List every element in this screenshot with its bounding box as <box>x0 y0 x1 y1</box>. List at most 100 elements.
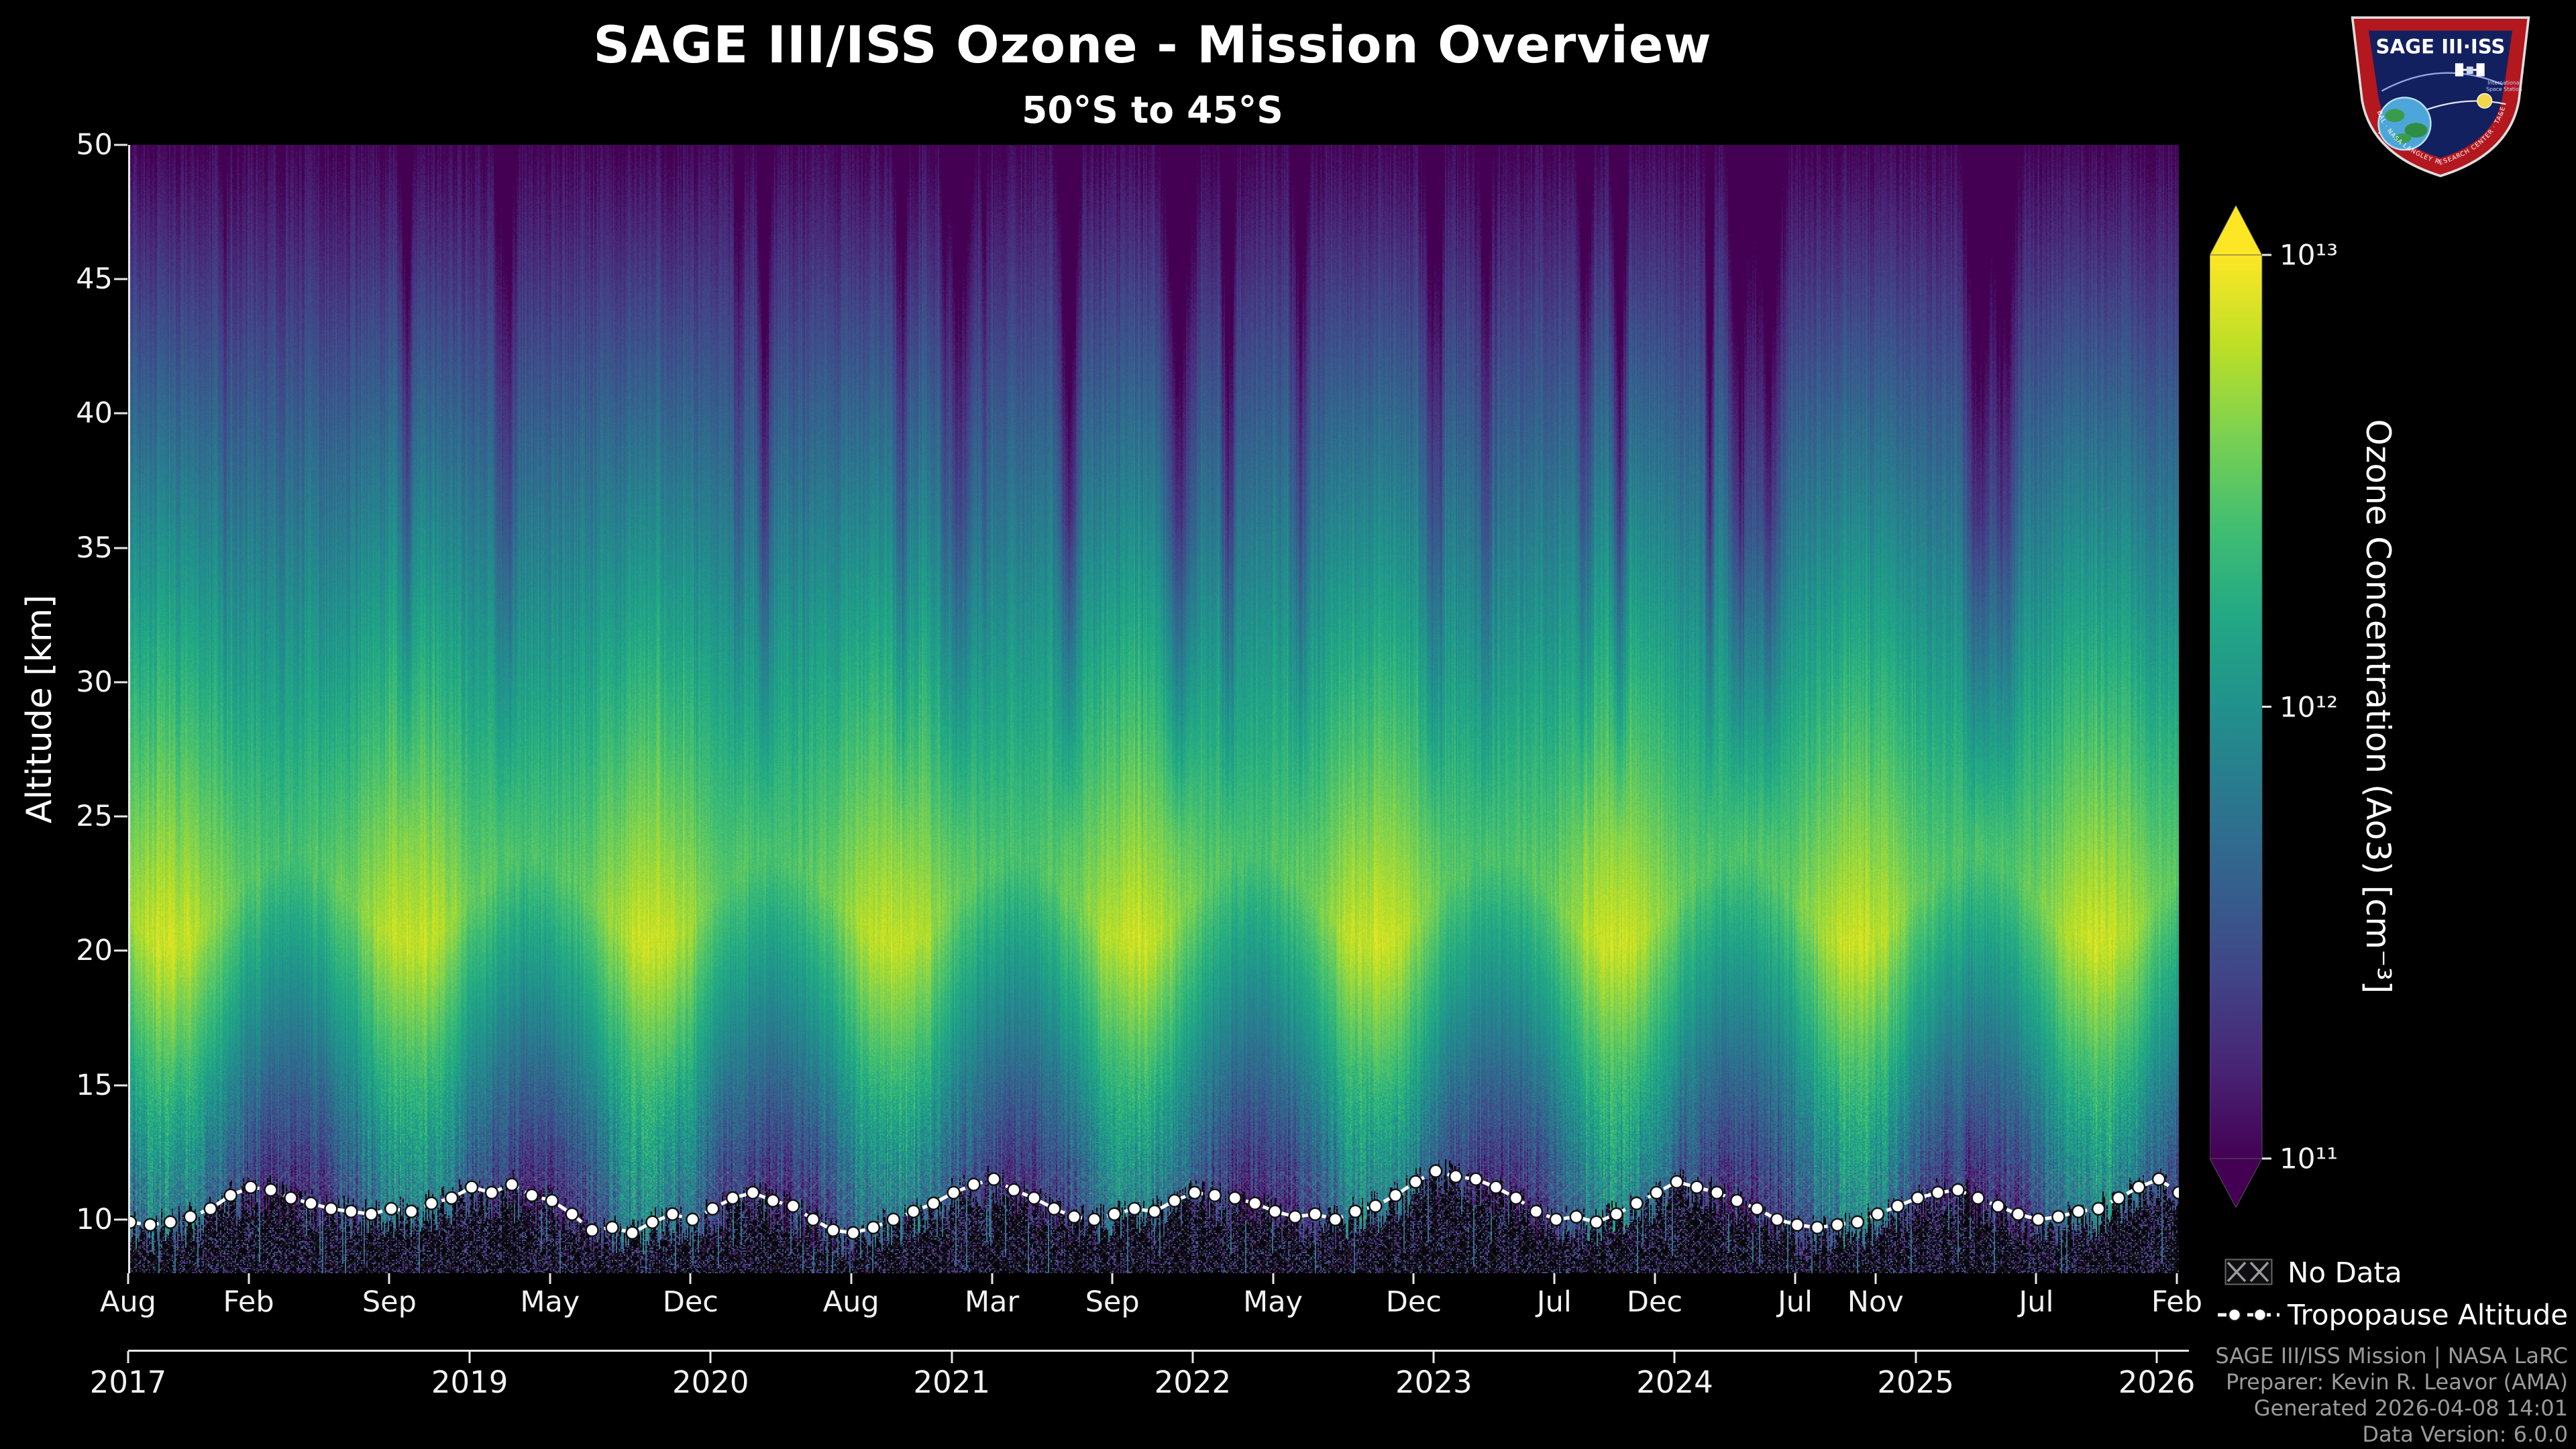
x-tick-year-mark <box>127 1351 129 1363</box>
tropopause-point <box>1609 1207 1623 1222</box>
x-tick-month-label: Dec <box>1385 1285 1442 1319</box>
footer-line-generated: Generated 2026-04-08 14:01 <box>2253 1395 2568 1421</box>
x-tick-month-label: Dec <box>1626 1285 1683 1319</box>
x-axis-year-line <box>128 1350 2189 1352</box>
tropopause-point <box>1007 1183 1021 1197</box>
tropopause-point <box>424 1196 439 1211</box>
tropopause-point <box>605 1220 619 1235</box>
tropopause-point <box>284 1191 298 1205</box>
tropopause-point <box>1730 1193 1744 1208</box>
logo-title-text: SAGE III·ISS <box>2376 36 2506 58</box>
tropopause-point <box>1428 1164 1443 1179</box>
x-tick-month-label: Feb <box>223 1285 274 1319</box>
x-tick-month-label: Mar <box>964 1285 1020 1319</box>
tropopause-point <box>1589 1215 1603 1230</box>
tropopause-point <box>565 1207 579 1222</box>
y-tick-label: 40 <box>76 396 113 431</box>
tropopause-point <box>1710 1185 1724 1200</box>
x-tick-month-mark <box>2035 1273 2037 1284</box>
y-axis-label: Altitude [km] <box>19 594 60 824</box>
tropopause-point <box>2072 1204 2086 1219</box>
tropopause-point <box>1208 1188 1222 1203</box>
x-tick-month-mark <box>1111 1273 1114 1284</box>
tropopause-point <box>806 1212 820 1227</box>
x-tick-month-mark <box>127 1273 129 1284</box>
tropopause-point <box>846 1226 861 1240</box>
tropopause-point <box>1690 1180 1704 1195</box>
x-tick-year-label: 2022 <box>1154 1364 1232 1400</box>
tropopause-point <box>686 1212 700 1227</box>
iss-icon <box>2455 63 2485 76</box>
tropopause-point <box>2051 1210 2065 1224</box>
y-tick-label: 20 <box>76 934 113 968</box>
tropopause-point <box>1629 1196 1644 1211</box>
tropopause-point <box>1971 1191 1985 1205</box>
tropopause-point <box>1328 1212 1342 1227</box>
x-tick-month-mark <box>1794 1273 1796 1284</box>
x-tick-year-mark <box>2155 1351 2158 1363</box>
tropopause-point <box>1569 1210 1584 1224</box>
tropopause-point <box>304 1196 318 1211</box>
tropopause-point <box>1650 1185 1664 1200</box>
tropopause-point <box>765 1193 780 1208</box>
tropopause-point <box>1047 1201 1061 1216</box>
y-tick-label: 35 <box>76 531 113 565</box>
tropopause-point <box>987 1172 1001 1187</box>
colorbar-bottom-arrow <box>2210 1158 2263 1208</box>
x-tick-month-label: Aug <box>100 1285 156 1319</box>
tropopause-point <box>324 1201 338 1216</box>
no-data-label: No Data <box>2288 1256 2402 1289</box>
y-tick-label: 50 <box>76 128 113 162</box>
y-tick-mark <box>114 1218 127 1221</box>
tropopause-point <box>947 1185 961 1200</box>
x-tick-year-label: 2019 <box>431 1364 508 1400</box>
x-tick-month-label: Feb <box>2151 1285 2203 1319</box>
tropopause-point <box>1368 1199 1383 1214</box>
tropopause-point <box>826 1223 841 1238</box>
tropopause-point <box>1348 1204 1362 1219</box>
tropopause-point <box>1408 1175 1423 1189</box>
x-tick-year-label: 2025 <box>1877 1364 1954 1400</box>
orbit-arc-icon <box>2381 72 2503 92</box>
tropopause-point <box>1067 1210 1081 1224</box>
x-tick-month-label: Sep <box>362 1285 417 1319</box>
x-tick-month-label: May <box>1243 1285 1303 1319</box>
colorbar-tick-label: 10¹² <box>2279 690 2339 723</box>
plot-area <box>128 145 2179 1273</box>
tropopause-swatch-icon <box>2218 1307 2279 1322</box>
x-tick-year-mark <box>709 1351 712 1363</box>
tropopause-point <box>1167 1193 1182 1208</box>
x-tick-year-label: 2017 <box>89 1364 167 1400</box>
tropopause-point <box>786 1199 800 1214</box>
x-tick-month-mark <box>1412 1273 1415 1284</box>
tropopause-point <box>1790 1218 1805 1232</box>
tropopause-point <box>706 1201 720 1216</box>
x-tick-month-label: Sep <box>1085 1285 1140 1319</box>
tropopause-point <box>464 1180 479 1195</box>
tropopause-point <box>2131 1180 2146 1195</box>
tropopause-point <box>1489 1180 1503 1195</box>
footer-line-mission: SAGE III/ISS Mission | NASA LaRC <box>2215 1343 2568 1368</box>
tropopause-point <box>2031 1212 2045 1227</box>
x-tick-month-label: May <box>520 1285 580 1319</box>
y-tick-mark <box>114 278 127 280</box>
x-tick-year-mark <box>1191 1351 1194 1363</box>
tropopause-point <box>1991 1199 2005 1214</box>
ozone-heatmap <box>130 145 2179 1273</box>
y-tick-mark <box>114 949 127 952</box>
tropopause-point <box>645 1215 659 1230</box>
colorbar-axis-label: Ozone Concentration (Ao3) [cm⁻³] <box>2359 419 2398 994</box>
x-tick-year-mark <box>1673 1351 1676 1363</box>
tropopause-point <box>244 1180 258 1195</box>
tropopause-point <box>1268 1204 1282 1219</box>
x-tick-month-label: Dec <box>662 1285 718 1319</box>
x-tick-month-mark <box>850 1273 853 1284</box>
x-tick-year-label: 2026 <box>2118 1364 2196 1400</box>
x-tick-year-label: 2021 <box>913 1364 990 1400</box>
tropopause-point <box>2091 1201 2106 1216</box>
x-tick-year-label: 2020 <box>672 1364 749 1400</box>
y-tick-mark <box>114 412 127 415</box>
tropopause-point <box>1147 1204 1162 1219</box>
tropopause-point <box>1931 1185 1945 1200</box>
tropopause-point <box>1810 1220 1825 1235</box>
